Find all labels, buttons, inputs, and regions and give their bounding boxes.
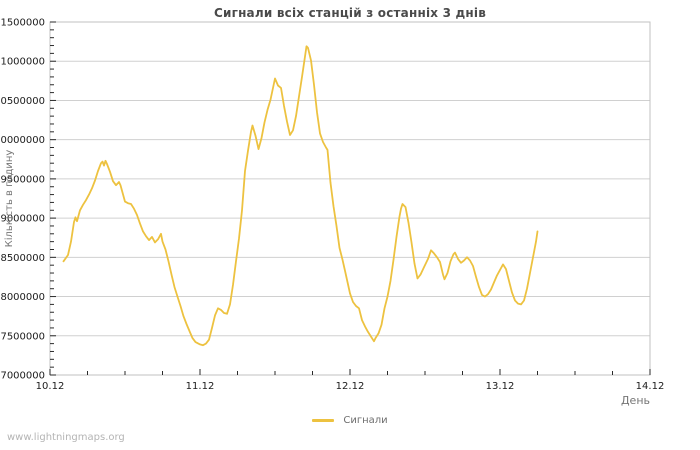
- y-tick-label: 8000000: [0, 292, 45, 303]
- y-tick-label: 7500000: [0, 331, 45, 342]
- x-tick-label: 11.12: [186, 381, 215, 392]
- legend: Сигнали: [0, 412, 700, 428]
- gridlines: [50, 60, 650, 337]
- y-axis-ticks: 7000000 7500000 8000000 8500000 9000000 95000…: [0, 18, 56, 382]
- legend-label: Сигнали: [343, 414, 388, 426]
- y-tick-label: 8500000: [0, 253, 45, 264]
- x-axis-title: День: [621, 394, 650, 407]
- x-tick-label: 10.12: [36, 381, 65, 392]
- y-tick-label: 11500000: [0, 18, 45, 29]
- y-tick-label: 7000000: [0, 371, 45, 382]
- y-tick-label: 10000000: [0, 135, 45, 146]
- x-tick-label: 12.12: [336, 381, 365, 392]
- x-tick-label: 14.12: [636, 381, 665, 392]
- legend-line-swatch-icon: [312, 418, 335, 422]
- y-tick-label: 9500000: [0, 174, 45, 185]
- plot-frame: [49, 21, 651, 376]
- y-axis-title: Кількість в годину: [3, 150, 15, 248]
- x-axis-ticks: 10.12 11.12 12.12 13.12 14.12: [36, 369, 665, 392]
- y-tick-label: 9000000: [0, 214, 45, 225]
- y-tick-label: 11000000: [0, 57, 45, 68]
- watermark-text: www.lightningmaps.org: [7, 432, 125, 443]
- x-tick-label: 13.12: [486, 381, 515, 392]
- y-tick-label: 10500000: [0, 96, 45, 107]
- chart-title: Сигнали всіх станцій з останніх 3 днів: [213, 6, 487, 20]
- signals-line: [62, 45, 539, 347]
